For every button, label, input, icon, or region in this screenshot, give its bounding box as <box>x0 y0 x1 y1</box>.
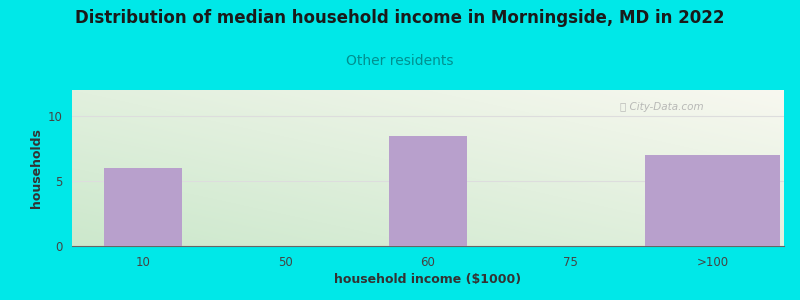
Text: Other residents: Other residents <box>346 54 454 68</box>
Y-axis label: households: households <box>30 128 43 208</box>
X-axis label: household income ($1000): household income ($1000) <box>334 273 522 286</box>
Text: Distribution of median household income in Morningside, MD in 2022: Distribution of median household income … <box>75 9 725 27</box>
Bar <box>389 136 467 246</box>
Bar <box>645 155 781 246</box>
Text: Ⓢ City-Data.com: Ⓢ City-Data.com <box>620 103 704 112</box>
Bar <box>104 168 182 246</box>
